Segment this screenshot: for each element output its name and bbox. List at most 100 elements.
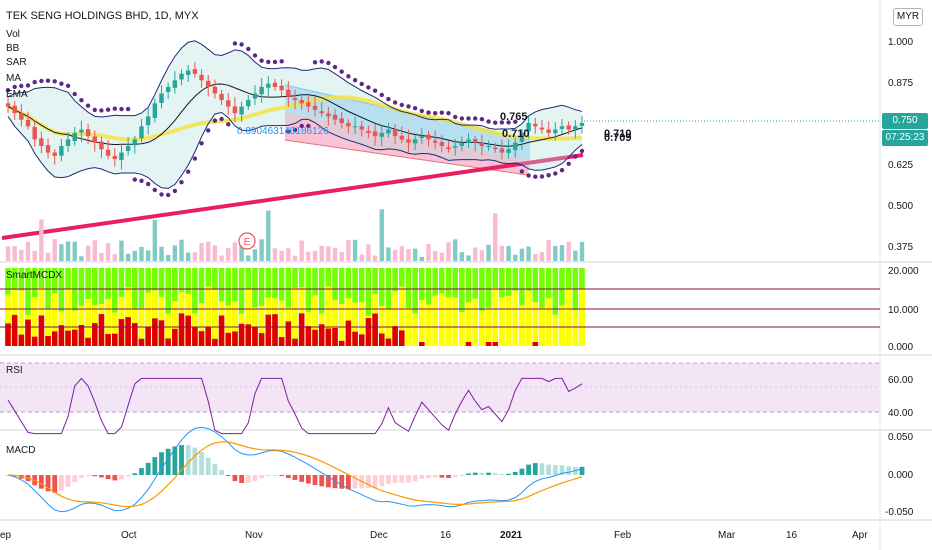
mcdx-yellow-bar — [152, 290, 158, 346]
mcdx-red-bar — [158, 320, 165, 346]
candle-body — [5, 103, 11, 107]
candles — [5, 62, 585, 170]
sar-dot — [192, 156, 198, 161]
volume-bar — [119, 240, 124, 261]
macd-histogram-bar — [372, 475, 378, 488]
volume-bar — [399, 246, 404, 261]
candle-body — [119, 152, 124, 160]
sar-dot — [312, 60, 318, 65]
candle-body — [252, 93, 258, 99]
earnings-marker-circle[interactable] — [238, 232, 256, 250]
pane-label-smartmcdx[interactable]: SmartMCDX — [6, 270, 63, 281]
volume-bar — [252, 249, 258, 261]
mcdx-red-bar — [198, 331, 205, 346]
indicator-ma[interactable]: MA — [6, 73, 21, 84]
volume-bar — [199, 242, 204, 261]
macd-histogram-bar — [519, 468, 525, 475]
currency-badge[interactable]: MYR — [893, 8, 923, 26]
mcdx-red-bar — [38, 315, 45, 346]
mcdx-green-bar — [238, 268, 245, 346]
sar-dot — [466, 116, 471, 121]
volume-bar — [299, 240, 304, 261]
candle-body — [299, 100, 304, 104]
mcdx-green-bar — [405, 268, 412, 346]
sar-dot — [319, 59, 324, 64]
indicator-bb[interactable]: BB — [6, 43, 20, 54]
mcdx-red-bar — [325, 328, 332, 346]
mcdx-red-bar — [71, 329, 78, 346]
mcdx-yellow-bar — [165, 313, 171, 346]
sar-dot — [366, 85, 371, 90]
mcdx-red-bar — [105, 334, 111, 346]
sar-dot — [232, 41, 238, 46]
macd-histogram-bar — [479, 472, 485, 475]
mcdx-yellow-bar — [479, 310, 485, 346]
macd-histogram-bar — [212, 463, 218, 475]
macd-histogram-bar — [72, 475, 78, 483]
candle-body — [452, 145, 458, 148]
candle-body — [573, 126, 578, 130]
candle-body — [473, 139, 478, 143]
mcdx-tick: 20.000 — [888, 266, 919, 277]
volume-bar — [5, 246, 11, 261]
mcdx-red-bar — [192, 327, 198, 346]
macd-histogram-bar — [199, 452, 204, 475]
volume-bar — [533, 253, 538, 261]
mcdx-yellow-bar — [352, 302, 358, 346]
volume-bar — [219, 255, 224, 261]
volume-bar — [386, 247, 391, 261]
sar-dot — [112, 106, 118, 111]
pane-label-macd[interactable]: MACD — [6, 445, 36, 456]
volume-bar — [499, 245, 505, 261]
volume-bar — [432, 251, 438, 261]
mcdx-red-bar — [398, 330, 405, 346]
price-axis[interactable]: 1.000 0.875 0.625 0.500 0.375 — [888, 37, 913, 253]
mcdx-red-bar — [532, 342, 539, 346]
indicator-vol[interactable]: Vol — [6, 29, 20, 40]
candle-body — [466, 139, 471, 144]
earnings-marker[interactable]: E — [244, 237, 251, 248]
candle-body — [192, 69, 198, 74]
candle-body — [419, 136, 425, 138]
mcdx-green-bar — [132, 268, 138, 346]
mcdx-yellow-bar — [445, 297, 452, 346]
sar-dot — [52, 79, 57, 84]
candle-body — [399, 135, 404, 140]
mcdx-red-bar — [5, 323, 11, 346]
macd-histogram-bar — [292, 475, 298, 480]
candle-body — [266, 83, 271, 88]
macd-histogram-bar — [559, 465, 565, 475]
sar-dot — [146, 181, 151, 187]
mcdx-yellow-bar — [85, 299, 91, 346]
candle-body — [566, 125, 571, 130]
mcdx-yellow-bar — [212, 288, 218, 346]
mcdx-tick: 0.000 — [888, 342, 913, 353]
volume-bar — [212, 245, 218, 261]
macd-histogram-bar — [312, 475, 318, 486]
sar-dot — [513, 119, 518, 125]
mcdx-green-bar — [305, 268, 312, 346]
candle-body — [206, 80, 211, 87]
time-axis[interactable]: ep Oct Nov Dec 16 2021 Feb Mar 16 Apr — [0, 530, 868, 541]
sar-dot — [533, 174, 538, 179]
mcdx-red-bar — [18, 334, 25, 346]
mcdx-tick: 10.000 — [888, 305, 919, 316]
pane-label-rsi[interactable]: RSI — [6, 365, 23, 376]
mcdx-red-bar — [312, 329, 318, 346]
indicator-ema[interactable]: EMA — [6, 89, 28, 100]
indicator-sar[interactable]: SAR — [6, 57, 27, 68]
candle-body — [359, 126, 364, 130]
macd-histogram-bar — [125, 475, 131, 477]
macd-histogram-bar — [219, 470, 224, 475]
time-tick: 2021 — [500, 530, 523, 541]
candle-body — [85, 129, 91, 137]
mcdx-yellow-bar — [325, 286, 332, 346]
candle-body — [165, 86, 171, 93]
sar-dot — [59, 81, 64, 86]
candle-body — [19, 112, 24, 120]
mcdx-red-bar — [298, 313, 305, 346]
candle-body — [286, 89, 291, 97]
mcdx-green-bar — [572, 268, 579, 346]
candle-body — [112, 156, 117, 160]
mcdx-yellow-bar — [198, 303, 205, 346]
